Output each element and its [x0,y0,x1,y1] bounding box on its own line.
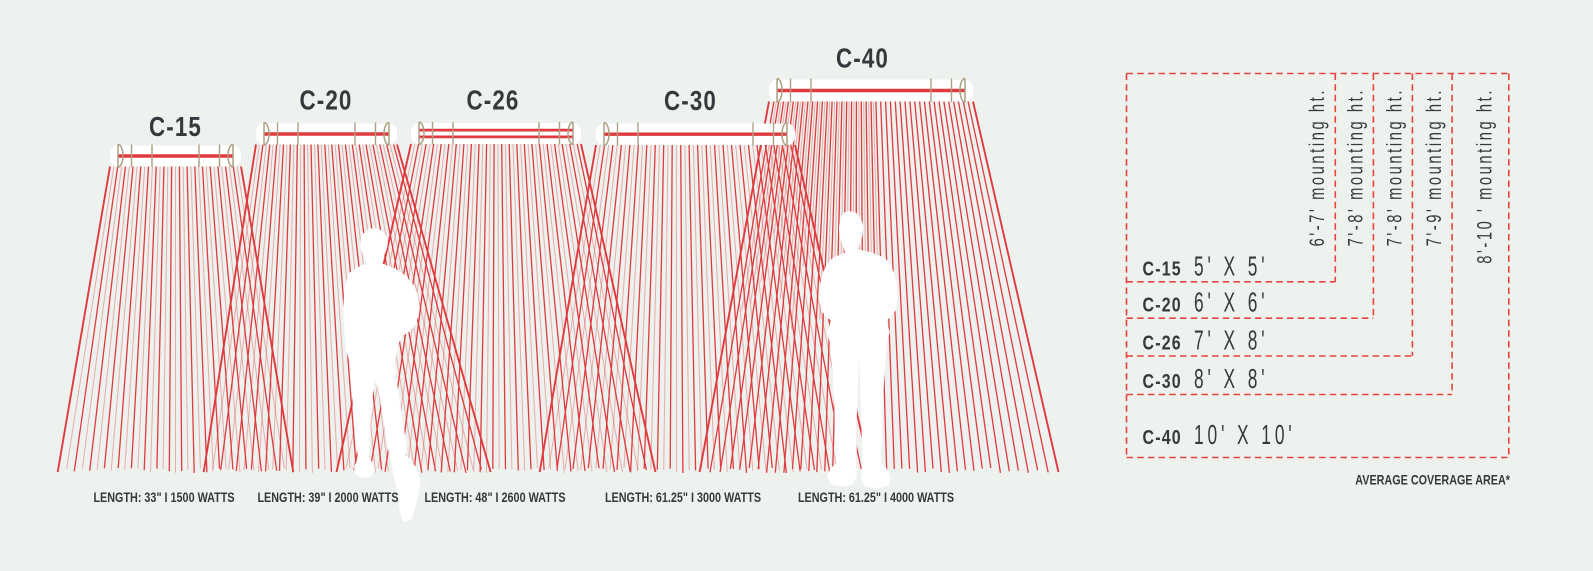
svg-text:7' X 8': 7' X 8' [1194,324,1268,355]
svg-text:C-30: C-30 [664,86,717,117]
svg-text:C-20: C-20 [299,85,352,116]
svg-text:AVERAGE COVERAGE AREA*: AVERAGE COVERAGE AREA* [1355,472,1510,487]
svg-text:10' X 10': 10' X 10' [1194,419,1296,450]
svg-text:C-15: C-15 [149,112,202,143]
svg-text:LENGTH: 61.25" I 3000 WATTS: LENGTH: 61.25" I 3000 WATTS [605,490,761,505]
svg-text:LENGTH: 33" I 1500 WATTS: LENGTH: 33" I 1500 WATTS [93,490,234,505]
svg-text:LENGTH: 61.25" I 4000 WATTS: LENGTH: 61.25" I 4000 WATTS [798,490,954,505]
svg-text:7'-8' mounting ht.: 7'-8' mounting ht. [1383,88,1406,246]
svg-text:6'-7' mounting ht.: 6'-7' mounting ht. [1305,88,1328,246]
svg-text:LENGTH: 48" I 2600 WATTS: LENGTH: 48" I 2600 WATTS [424,490,565,505]
svg-text:8'-10 ' mounting ht.: 8'-10 ' mounting ht. [1473,88,1496,264]
svg-text:C-26: C-26 [1143,331,1182,354]
svg-text:5' X 5': 5' X 5' [1194,250,1268,281]
svg-text:C-15: C-15 [1143,256,1182,279]
svg-text:C-30: C-30 [1143,369,1182,392]
svg-text:LENGTH: 39" I 2000 WATTS: LENGTH: 39" I 2000 WATTS [257,490,398,505]
svg-text:7'-9' mounting ht.: 7'-9' mounting ht. [1422,88,1445,246]
svg-text:6' X 6': 6' X 6' [1194,286,1268,317]
svg-text:C-40: C-40 [836,43,889,74]
svg-text:C-20: C-20 [1143,293,1182,316]
svg-text:8' X 8': 8' X 8' [1194,363,1268,394]
svg-text:7'-8' mounting ht.: 7'-8' mounting ht. [1344,88,1367,246]
svg-text:C-40: C-40 [1143,425,1182,448]
svg-text:C-26: C-26 [466,85,519,116]
